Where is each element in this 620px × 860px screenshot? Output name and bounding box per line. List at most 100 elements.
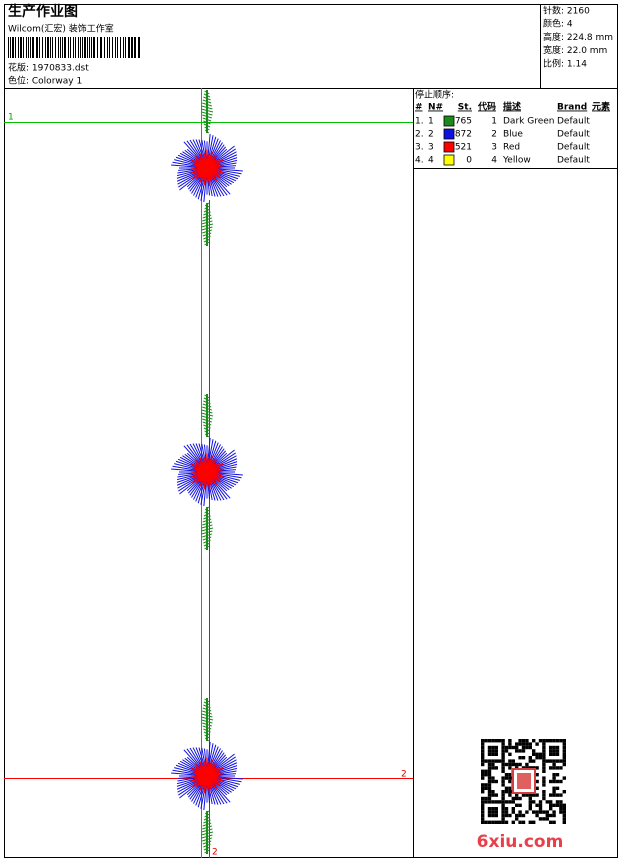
leaf-stitch: [204, 129, 210, 134]
qr-module: [484, 739, 488, 743]
qr-module: [542, 759, 546, 763]
petal-stitch: [189, 139, 204, 162]
qr-module: [562, 739, 566, 743]
barcode-bar: [62, 37, 63, 58]
qr-module: [511, 800, 515, 804]
qr-module: [555, 766, 560, 770]
qr-module: [508, 779, 512, 784]
barcode-bar: [39, 37, 40, 58]
petal-stitch: [183, 141, 203, 163]
qr-module: [538, 807, 543, 811]
qr-module: [508, 742, 512, 746]
leaf-stitch: [202, 521, 212, 526]
leaf-stitch: [203, 846, 211, 851]
petal-stitch: [214, 469, 236, 472]
qr-module: [528, 820, 532, 824]
qr-module: [562, 803, 566, 807]
qr-module: [521, 820, 526, 824]
leaf-stitch: [203, 120, 211, 125]
barcode-bar: [60, 37, 61, 58]
qr-module: [487, 745, 492, 750]
leaf-stitch: [203, 539, 211, 544]
column-header: 元素: [592, 101, 610, 113]
qr-module: [521, 739, 526, 743]
qr-module: [487, 776, 492, 780]
petal-stitch: [187, 781, 203, 798]
qr-module: [481, 796, 485, 801]
qr-module: [518, 739, 522, 743]
qr-module: [501, 739, 505, 743]
leaf-stitch: [202, 102, 212, 107]
petal-stitch: [178, 472, 200, 475]
qr-module: [508, 739, 512, 743]
leaf-stitch: [203, 728, 211, 733]
info-line: 比例: 1.14: [543, 57, 587, 69]
qr-module: [487, 739, 492, 743]
petal-stitch: [214, 168, 243, 172]
petal-stitch: [214, 773, 236, 776]
leaf-stitch: [202, 229, 212, 234]
qr-module: [562, 810, 566, 814]
qr-module: [552, 776, 556, 780]
petal-stitch: [171, 164, 200, 168]
qr-module: [515, 762, 519, 767]
row-description: Dark Green: [503, 117, 554, 127]
petal-stitch: [211, 477, 231, 499]
qr-module: [545, 817, 549, 821]
leaf-stitch: [202, 825, 212, 830]
row-brand: Default: [557, 156, 590, 166]
qr-module: [508, 786, 512, 790]
qr-module: [562, 813, 566, 818]
qr-module: [494, 800, 498, 804]
qr-module: [487, 786, 492, 790]
qr-module: [525, 810, 529, 814]
qr-module: [542, 752, 546, 756]
leaf-stitch: [203, 819, 211, 824]
qr-module: [535, 742, 539, 746]
qr-module: [481, 762, 485, 767]
leaf-stitch: [202, 710, 212, 715]
qr-module: [481, 820, 485, 824]
qr-module: [491, 820, 495, 824]
qr-module: [518, 756, 522, 760]
leaf-stitch: [204, 506, 210, 511]
row-description: Blue: [503, 130, 523, 140]
leaf-stitch: [202, 536, 212, 541]
column-header: Brand: [557, 103, 587, 113]
qr-module: [528, 807, 532, 811]
row-brand: Default: [557, 143, 590, 153]
qr-module: [487, 779, 492, 784]
petal-stitch: [211, 450, 227, 467]
qr-module: [542, 817, 546, 821]
qr-module: [487, 820, 492, 824]
page-frame: [4, 4, 618, 858]
qr-module: [555, 752, 560, 756]
qr-module: [501, 745, 505, 750]
leaf-stitch: [202, 217, 212, 222]
qr-module: [508, 766, 512, 770]
barcode-bar: [50, 37, 51, 58]
qr-module: [511, 810, 515, 814]
qr-module: [528, 793, 532, 797]
qr-module: [481, 742, 485, 746]
qr-module: [528, 800, 532, 804]
petal-stitch: [211, 754, 227, 771]
qr-module: [552, 766, 556, 770]
qr-module: [549, 793, 553, 797]
qr-module: [535, 756, 539, 760]
qr-module: [538, 752, 543, 756]
qr-module: [535, 810, 539, 814]
title: 生产作业图: [8, 3, 78, 20]
leaf-stitch: [204, 509, 210, 514]
qr-module: [542, 779, 546, 784]
qr-module: [555, 773, 560, 777]
qr-module: [491, 766, 495, 770]
leaf-stitch: [201, 828, 213, 833]
qr-module: [518, 762, 522, 767]
qr-module: [481, 745, 485, 750]
barcode-bar: [134, 37, 136, 58]
column-header: 描述: [503, 101, 521, 113]
leaf-stitch: [202, 722, 212, 727]
qr-module: [535, 752, 539, 756]
stop-title: 停止顺序:: [415, 89, 454, 101]
